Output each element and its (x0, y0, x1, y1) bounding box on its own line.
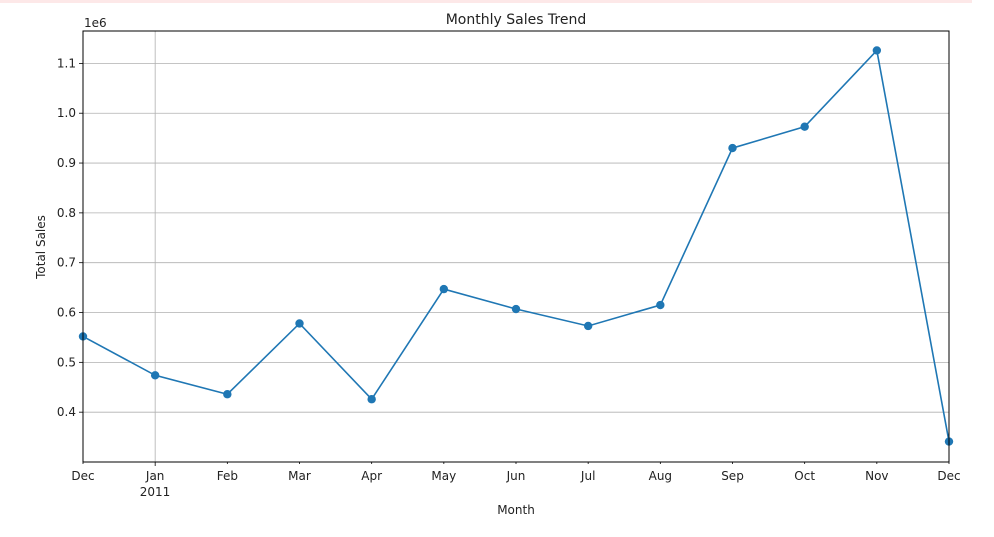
data-point (728, 143, 737, 153)
data-point (439, 284, 449, 294)
x-tick-label: Mar (288, 469, 311, 483)
x-year-label: 2011 (140, 485, 171, 499)
y-tick-label: 0.5 (57, 355, 76, 369)
x-tick-label: Apr (361, 469, 382, 483)
x-axis-ticks: Dec Jan Feb Mar Apr May Jun Jul Aug Sep Oct Nov Dec (71, 462, 961, 483)
x-tick-label: May (431, 469, 456, 483)
series-line-layer (82, 48, 950, 442)
y-offset-label: 1e6 (84, 16, 107, 30)
plot-area-frame (82, 30, 950, 463)
x-axis-label: Month (497, 503, 535, 517)
data-point (150, 371, 160, 380)
y-tick-label: 0.6 (57, 306, 76, 320)
x-tick-label: Dec (937, 469, 960, 483)
x-tick-label: Oct (794, 469, 815, 483)
grid-lines (83, 31, 949, 462)
y-tick-label: 1.0 (57, 106, 76, 120)
data-point (656, 300, 665, 310)
data-point (367, 395, 376, 404)
y-tick-label: 0.8 (57, 206, 76, 220)
series-line (82, 48, 950, 442)
x-tick-label: Feb (217, 469, 238, 483)
x-tick-label: Dec (71, 469, 94, 483)
data-point (223, 390, 232, 399)
data-point (800, 122, 809, 131)
data-point (295, 319, 304, 328)
data-point (511, 304, 521, 314)
y-tick-label: 0.7 (57, 256, 76, 270)
data-point (872, 46, 882, 55)
x-tick-label: Jun (506, 469, 526, 483)
y-axis-label: Total Sales (34, 215, 48, 280)
data-point-layer (78, 46, 954, 446)
y-tick-label: 1.1 (57, 56, 76, 70)
y-tick-label: 0.4 (57, 405, 76, 419)
top-strip (0, 0, 972, 3)
chart-title: Monthly Sales Trend (446, 12, 587, 28)
x-tick-label: Sep (721, 469, 744, 483)
data-point (583, 321, 593, 331)
y-tick-label: 0.9 (57, 156, 76, 170)
y-axis-ticks: 0.4 0.5 0.6 0.7 0.8 0.9 1.0 1.1 (57, 56, 83, 419)
x-tick-label: Jan (145, 469, 165, 483)
x-tick-label: Aug (649, 469, 672, 483)
x-tick-label: Jul (580, 469, 595, 483)
x-tick-label: Nov (865, 469, 888, 483)
